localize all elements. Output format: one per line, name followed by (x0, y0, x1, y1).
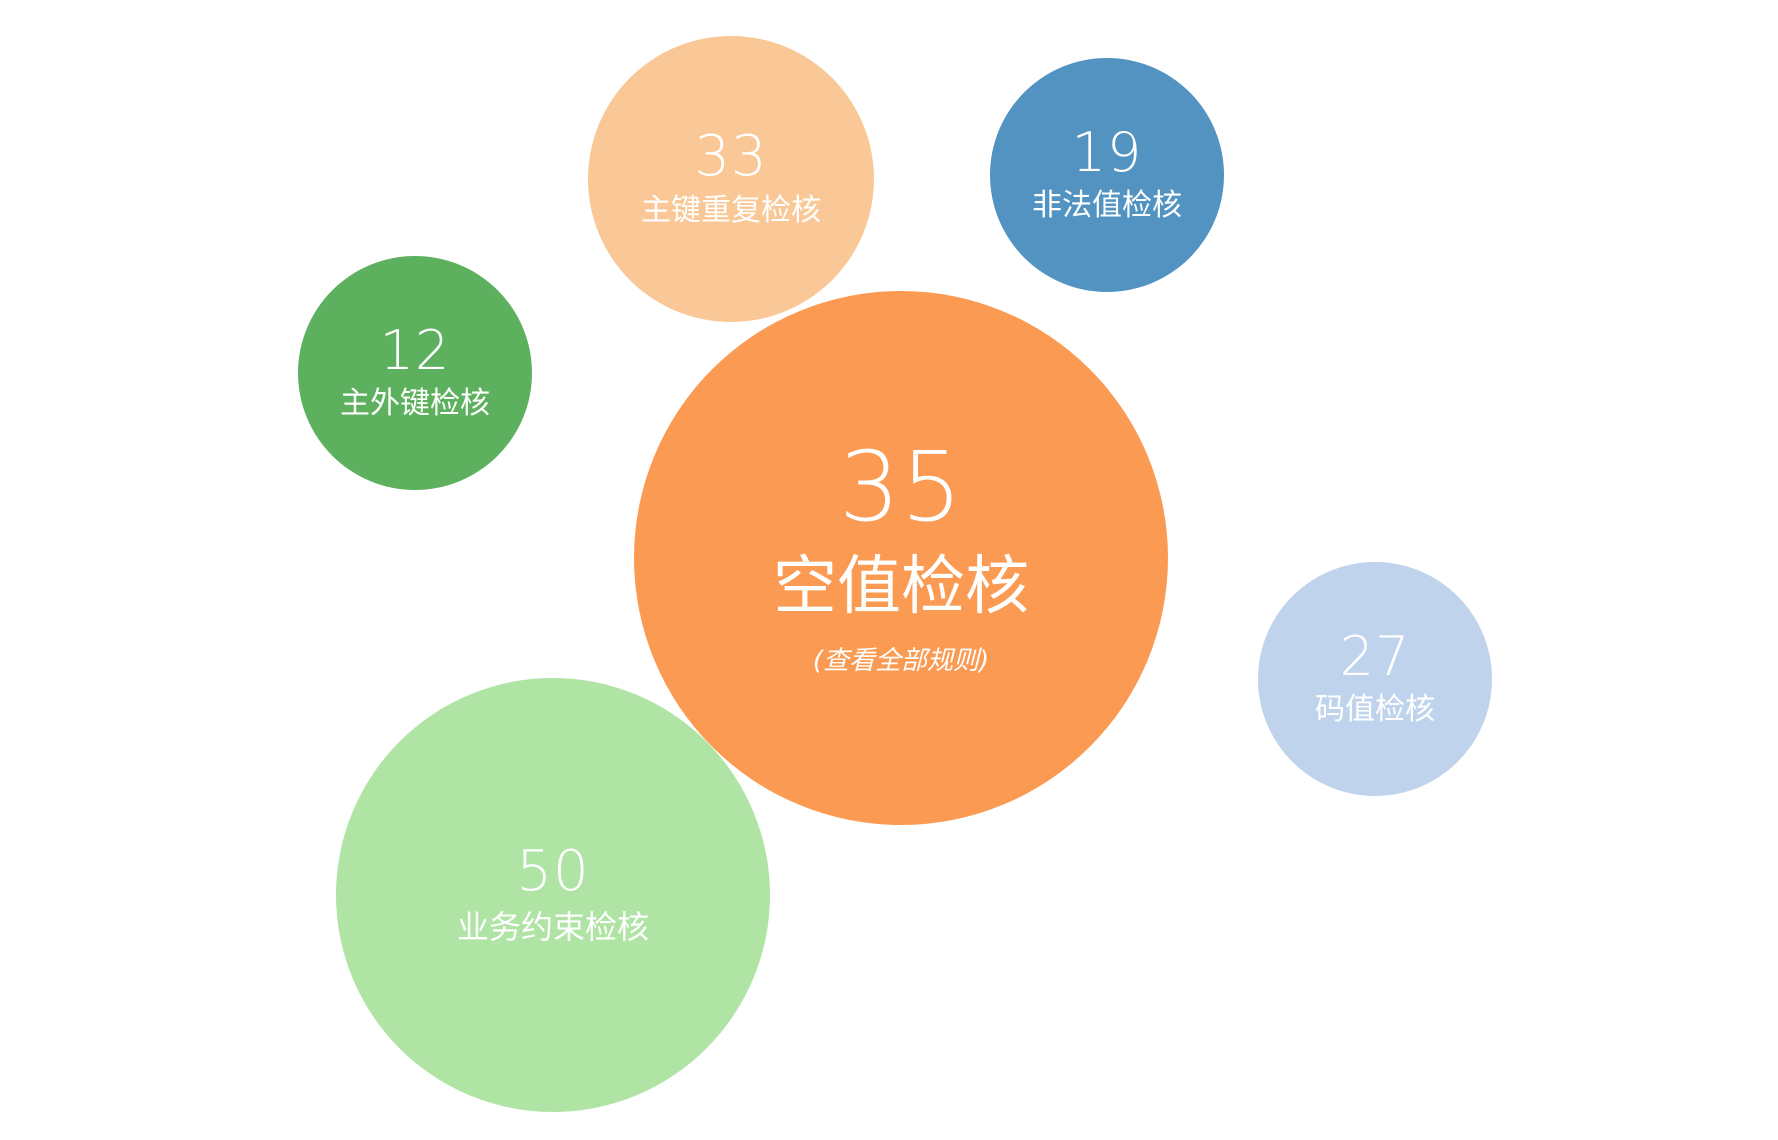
bubble-label: 非法值检核 (1032, 188, 1182, 223)
bubble-null-value-check[interactable]: 35 空值检核 (查看全部规则) (634, 291, 1168, 825)
bubble-label: 码值检核 (1315, 692, 1435, 727)
bubble-count: 33 (694, 124, 768, 189)
bubble-count: 12 (379, 319, 451, 382)
bubble-business-constraint-check[interactable]: 50 业务约束检核 (336, 678, 770, 1112)
bubble-count: 35 (838, 431, 964, 544)
bubble-illegal-value-check[interactable]: 19 非法值检核 (990, 58, 1224, 292)
bubble-label: 主键重复检核 (641, 193, 821, 228)
bubble-count: 19 (1071, 121, 1143, 184)
bubble-foreign-key-check[interactable]: 12 主外键检核 (298, 256, 532, 490)
bubble-pk-duplicate-check[interactable]: 33 主键重复检核 (588, 36, 874, 322)
bubble-count: 50 (516, 838, 590, 904)
bubble-label: 空值检核 (773, 550, 1029, 625)
bubble-count: 27 (1339, 625, 1411, 688)
bubble-label: 业务约束检核 (456, 907, 649, 946)
bubble-code-value-check[interactable]: 27 码值检核 (1258, 562, 1492, 796)
bubble-label: 主外键检核 (340, 386, 490, 421)
view-all-rules-link[interactable]: (查看全部规则) (812, 645, 990, 676)
